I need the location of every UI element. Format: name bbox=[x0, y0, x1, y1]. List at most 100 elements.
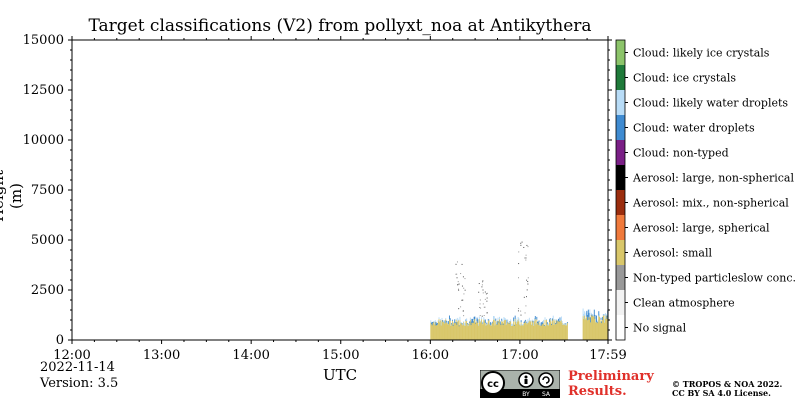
sparse-return-point bbox=[462, 310, 464, 312]
cloud-cell bbox=[431, 321, 433, 326]
aerosol-column bbox=[526, 324, 528, 340]
data-segment-1 bbox=[582, 308, 609, 340]
aerosol-column bbox=[527, 322, 529, 340]
sparse-return-point bbox=[479, 303, 481, 305]
x-tick-label: 15:00 bbox=[322, 348, 359, 363]
aerosol-column bbox=[532, 322, 534, 340]
cloud-cell bbox=[524, 320, 526, 323]
sparse-return-point bbox=[518, 308, 520, 310]
sparse-return-point bbox=[527, 283, 529, 285]
cloud-cell bbox=[498, 321, 500, 323]
cloud-cell bbox=[495, 318, 497, 321]
cloud-cell bbox=[439, 320, 441, 323]
sparse-returns-0 bbox=[455, 261, 466, 317]
aerosol-column bbox=[492, 322, 494, 340]
cloud-cell bbox=[594, 314, 596, 320]
svg-text:cc: cc bbox=[487, 379, 499, 390]
sparse-return-point bbox=[486, 292, 488, 294]
legend-swatch bbox=[616, 165, 625, 190]
aerosol-column bbox=[590, 314, 592, 340]
sparse-return-point bbox=[527, 277, 529, 279]
aerosol-column bbox=[522, 324, 524, 340]
aerosol-column bbox=[464, 325, 466, 340]
cloud-cell bbox=[565, 324, 567, 326]
cloud-cell bbox=[560, 316, 562, 321]
cloud-cell bbox=[586, 310, 588, 317]
cloud-cell bbox=[454, 322, 456, 324]
aerosol-column bbox=[587, 316, 589, 340]
aerosol-column bbox=[445, 319, 447, 340]
sparse-return-point bbox=[527, 246, 529, 248]
legend-label: Cloud: likely water droplets bbox=[633, 97, 788, 110]
cloud-cell bbox=[584, 311, 586, 316]
aerosol-column bbox=[545, 325, 547, 340]
aerosol-column bbox=[549, 322, 550, 340]
aerosol-column bbox=[523, 323, 525, 340]
cloud-cell bbox=[536, 316, 538, 320]
cloud-cell bbox=[442, 320, 444, 322]
aerosol-column bbox=[566, 322, 568, 340]
sparse-return-point bbox=[484, 298, 486, 300]
cloud-cell bbox=[440, 319, 441, 321]
sparse-return-point bbox=[458, 283, 460, 285]
aerosol-column bbox=[484, 323, 486, 340]
aerosol-column bbox=[457, 321, 459, 340]
cloud-cell bbox=[485, 324, 487, 326]
aerosol-column bbox=[453, 322, 455, 340]
cloud-cell bbox=[481, 317, 483, 320]
cloud-cell bbox=[522, 324, 524, 326]
aerosol-column bbox=[454, 322, 456, 340]
aerosol-column bbox=[488, 319, 490, 340]
aerosol-column bbox=[544, 319, 546, 340]
aerosol-column bbox=[584, 319, 586, 340]
cloud-cell bbox=[478, 316, 480, 320]
sparse-return-point bbox=[463, 315, 465, 317]
cloud-cell bbox=[533, 322, 535, 326]
cloud-cell bbox=[480, 321, 482, 323]
sparse-return-point bbox=[518, 251, 520, 253]
aerosol-column bbox=[536, 319, 538, 340]
sparse-return-point bbox=[455, 263, 457, 265]
cloud-cell bbox=[561, 320, 563, 323]
cloud-cell bbox=[464, 322, 466, 326]
legend-label: Cloud: ice crystals bbox=[633, 72, 736, 85]
cloud-cell bbox=[557, 319, 559, 321]
aerosol-column bbox=[604, 322, 606, 340]
x-tick-label: 14:00 bbox=[232, 348, 269, 363]
cloud-cell bbox=[450, 324, 452, 326]
aerosol-column bbox=[505, 324, 507, 340]
cloud-cell bbox=[472, 318, 474, 323]
cloud-cell bbox=[492, 321, 494, 323]
cloud-cell bbox=[595, 316, 597, 323]
aerosol-column bbox=[431, 324, 433, 340]
cloud-cell bbox=[457, 319, 459, 321]
aerosol-column bbox=[465, 320, 467, 340]
cloud-cell bbox=[462, 324, 464, 326]
aerosol-column bbox=[543, 325, 545, 340]
sparse-return-point bbox=[457, 284, 459, 286]
aerosol-column bbox=[550, 321, 552, 340]
aerosol-column bbox=[585, 317, 587, 340]
aerosol-column bbox=[432, 323, 434, 340]
aerosol-column bbox=[462, 325, 464, 340]
copyright-line1: © TROPOS & NOA 2022. bbox=[672, 379, 783, 389]
sparse-return-point bbox=[458, 289, 460, 291]
aerosol-column bbox=[589, 317, 591, 340]
sparse-return-point bbox=[461, 285, 463, 287]
cloud-cell bbox=[563, 323, 565, 325]
cloud-cell bbox=[563, 323, 565, 325]
y-tick-label: 7500 bbox=[31, 183, 64, 198]
cloud-cell bbox=[463, 321, 465, 323]
aerosol-column bbox=[490, 325, 491, 340]
sparse-returns-2 bbox=[517, 241, 529, 316]
cloud-cell bbox=[497, 317, 499, 321]
aerosol-column bbox=[499, 323, 501, 340]
aerosol-column bbox=[451, 320, 453, 340]
aerosol-column bbox=[474, 319, 476, 340]
cloud-cell bbox=[481, 322, 483, 324]
aerosol-column bbox=[476, 320, 478, 340]
aerosol-column bbox=[450, 325, 452, 340]
aerosol-column bbox=[525, 322, 527, 340]
cloud-cell bbox=[566, 322, 568, 324]
cloud-cell bbox=[600, 317, 602, 320]
